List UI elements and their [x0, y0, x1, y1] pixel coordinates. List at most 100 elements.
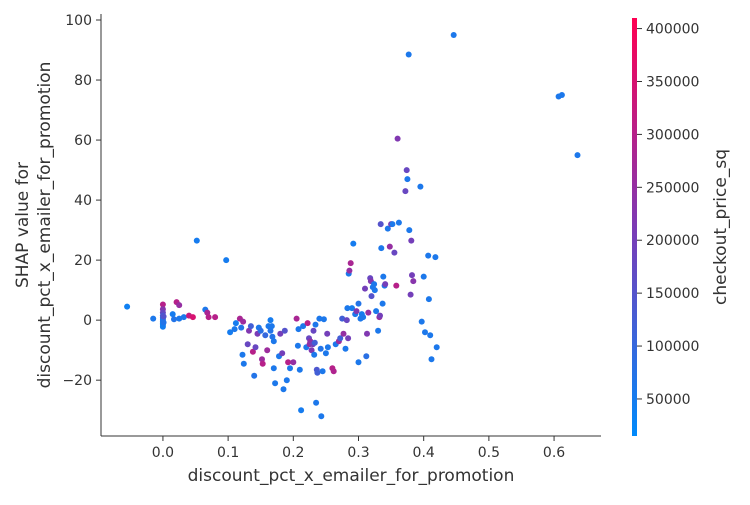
y-tick-label: 0 [83, 313, 92, 329]
colorbar-tick-label: 50000 [646, 392, 691, 408]
scatter-point [239, 351, 246, 358]
scatter-point [171, 316, 177, 323]
scatter-point [404, 176, 411, 183]
scatter-point [375, 327, 382, 334]
scatter-point [240, 360, 247, 367]
scatter-point [279, 350, 286, 357]
scatter-point [310, 327, 317, 334]
scatter-point [244, 341, 251, 348]
colorbar-ticks: 50000 100000 150000 200000 250000 300000 35000… [637, 22, 699, 408]
y-tick-label: −20 [62, 373, 92, 389]
scatter-point [365, 309, 372, 316]
scatter-points [124, 32, 581, 420]
scatter-point [558, 92, 565, 98]
scatter-point [362, 285, 368, 292]
scatter-point [267, 327, 274, 334]
scatter-point [249, 348, 256, 355]
scatter-point [425, 252, 432, 259]
scatter-point [212, 314, 219, 321]
scatter-point [269, 333, 276, 340]
scatter-point [262, 332, 269, 339]
scatter-point [205, 314, 212, 321]
scatter-point [377, 221, 384, 228]
colorbar-tick-label: 100000 [646, 339, 699, 355]
y-tick-label: 40 [74, 193, 92, 209]
scatter-point [408, 237, 415, 244]
x-tick-label: 0.6 [543, 445, 565, 461]
scatter-point [450, 32, 457, 38]
scatter-point [382, 281, 389, 288]
colorbar-tick-label: 200000 [646, 233, 699, 249]
scatter-point [160, 313, 167, 320]
scatter-point [420, 273, 427, 280]
scatter-point [281, 327, 288, 334]
scatter-point [349, 305, 355, 312]
scatter-point [277, 330, 284, 337]
scatter-point [353, 308, 360, 315]
scatter-point [371, 281, 378, 288]
scatter-point [389, 221, 396, 228]
scatter-point [316, 315, 323, 322]
scatter-point [343, 317, 350, 324]
scatter-point [227, 329, 234, 336]
colorbar-tick-label: 250000 [646, 180, 699, 196]
scatter-point [304, 320, 311, 327]
scatter-point [294, 342, 301, 349]
scatter-point [386, 243, 393, 250]
x-tick-label: 0.1 [217, 445, 239, 461]
scatter-point [405, 51, 412, 58]
scatter-point [371, 287, 378, 294]
scatter-point [259, 360, 266, 367]
scatter-point [337, 335, 344, 342]
scatter-point [270, 338, 277, 345]
scatter-point [574, 152, 581, 159]
scatter-point [311, 339, 318, 346]
scatter-point [395, 219, 402, 226]
y-axis-title-line-2: discount_pct_x_emailer_for_promotion [35, 62, 55, 389]
scatter-point [160, 319, 167, 326]
scatter-point [433, 344, 440, 351]
scatter-point [355, 300, 362, 307]
scatter-point [407, 291, 414, 298]
scatter-point [238, 324, 245, 331]
scatter-point [425, 296, 432, 303]
scatter-point [345, 335, 352, 342]
scatter-point [257, 327, 264, 334]
scatter-point [150, 315, 157, 322]
scatter-point [330, 368, 337, 375]
y-axis-title-line-1: SHAP value for [13, 162, 33, 288]
x-tick-label: 0.3 [347, 445, 369, 461]
scatter-point [380, 273, 387, 280]
scatter-point [379, 300, 386, 307]
scatter-point [368, 293, 375, 300]
scatter-point [313, 399, 320, 406]
x-tick-label: 0.5 [478, 445, 500, 461]
scatter-point [252, 344, 259, 351]
scatter-point [283, 377, 290, 384]
colorbar-tick-label: 150000 [646, 286, 699, 302]
scatter-point [298, 407, 305, 414]
scatter-point [251, 372, 258, 379]
scatter-point [246, 327, 252, 334]
scatter-point [428, 356, 435, 363]
scatter-point [176, 315, 183, 322]
scatter-point [317, 345, 324, 352]
scatter-point [402, 188, 409, 195]
scatter-point [311, 351, 318, 358]
scatter-point [264, 347, 271, 354]
scatter-point [391, 249, 398, 256]
colorbar-tick-label: 350000 [646, 74, 699, 90]
scatter-point [287, 365, 293, 372]
x-axis-title: discount_pct_x_emailer_for_promotion [188, 466, 515, 486]
scatter-point [339, 315, 346, 322]
scatter-point [296, 366, 303, 373]
y-tick-label: 20 [74, 253, 92, 269]
scatter-point [393, 282, 400, 289]
scatter-point [406, 227, 413, 234]
colorbar [632, 18, 637, 436]
scatter-point [322, 350, 329, 357]
scatter-point [346, 267, 353, 274]
scatter-point [189, 314, 196, 321]
scatter-point [432, 254, 439, 261]
scatter-point [312, 321, 319, 328]
